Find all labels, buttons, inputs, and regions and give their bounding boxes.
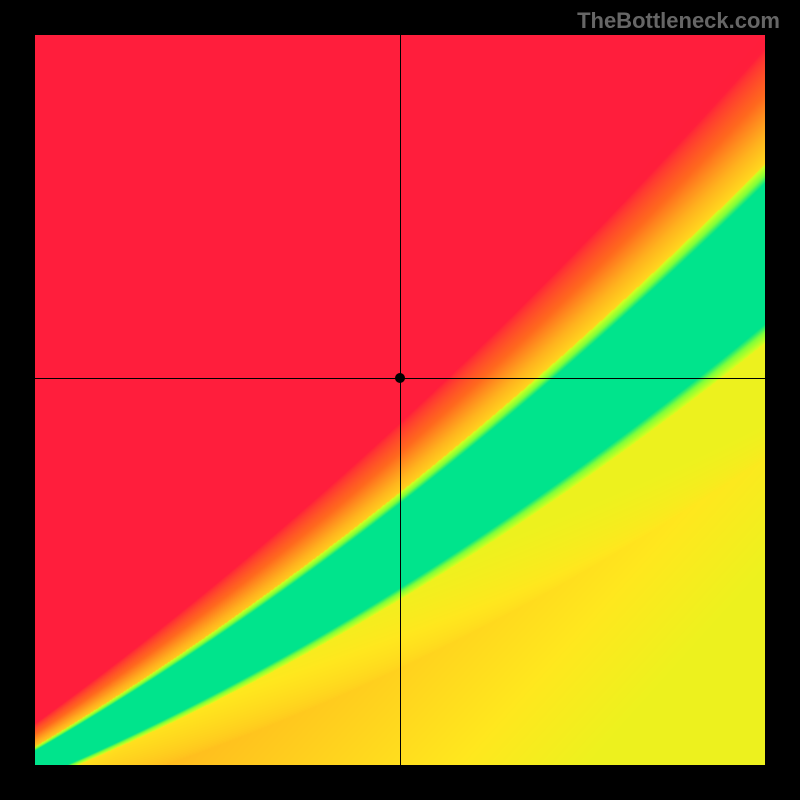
heatmap-plot xyxy=(35,35,765,765)
crosshair-marker xyxy=(395,373,405,383)
crosshair-vertical xyxy=(400,35,401,765)
watermark-text: TheBottleneck.com xyxy=(577,8,780,34)
